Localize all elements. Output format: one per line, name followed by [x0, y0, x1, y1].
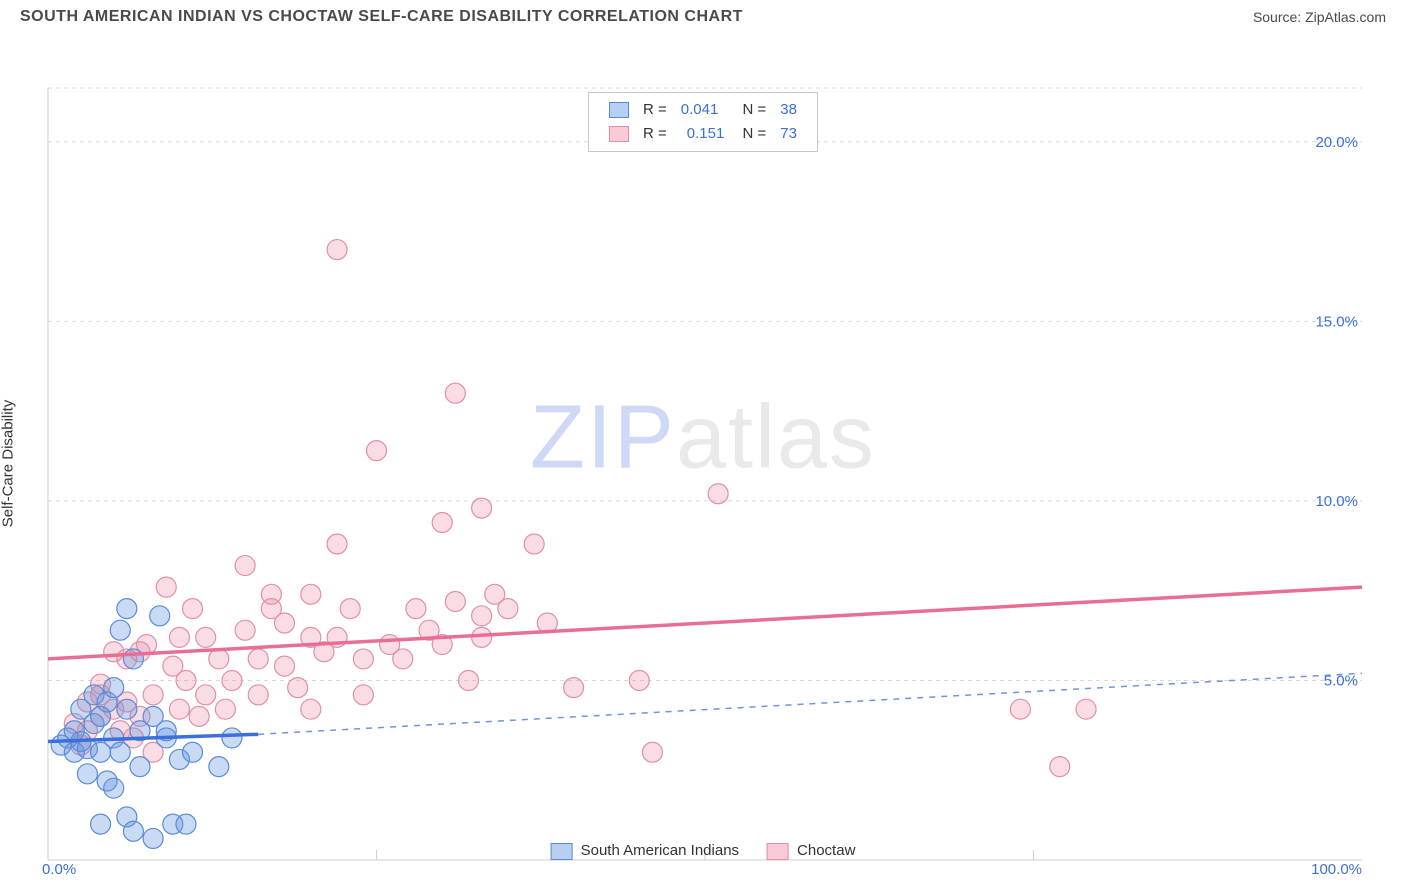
x-axis-min-label: 0.0% — [42, 861, 76, 878]
legend-item-blue: South American Indians — [551, 842, 739, 860]
scatter-chart-svg: 5.0%10.0%15.0%20.0% — [0, 30, 1406, 880]
chart-header: SOUTH AMERICAN INDIAN VS CHOCTAW SELF-CA… — [0, 0, 1406, 30]
svg-text:15.0%: 15.0% — [1315, 313, 1358, 330]
series-legend: South American Indians Choctaw — [551, 842, 856, 860]
chart-title: SOUTH AMERICAN INDIAN VS CHOCTAW SELF-CA… — [20, 8, 743, 26]
swatch-pink-icon — [767, 843, 789, 860]
swatch-pink-icon — [609, 126, 629, 142]
x-axis-max-label: 100.0% — [1311, 861, 1362, 878]
chart-source: Source: ZipAtlas.com — [1253, 9, 1386, 25]
svg-text:20.0%: 20.0% — [1315, 134, 1358, 151]
stats-row-blue: R =0.041 N =38 — [603, 99, 803, 121]
y-axis-label: Self-Care Disability — [0, 400, 17, 528]
swatch-blue-icon — [551, 843, 573, 860]
svg-text:10.0%: 10.0% — [1315, 493, 1358, 510]
swatch-blue-icon — [609, 102, 629, 118]
legend-item-pink: Choctaw — [767, 842, 855, 860]
stats-row-pink: R =0.151 N =73 — [603, 123, 803, 145]
chart-area: Self-Care Disability ZIPatlas 5.0%10.0%1… — [0, 30, 1406, 880]
stats-legend: R =0.041 N =38 R =0.151 N =73 — [588, 92, 818, 152]
